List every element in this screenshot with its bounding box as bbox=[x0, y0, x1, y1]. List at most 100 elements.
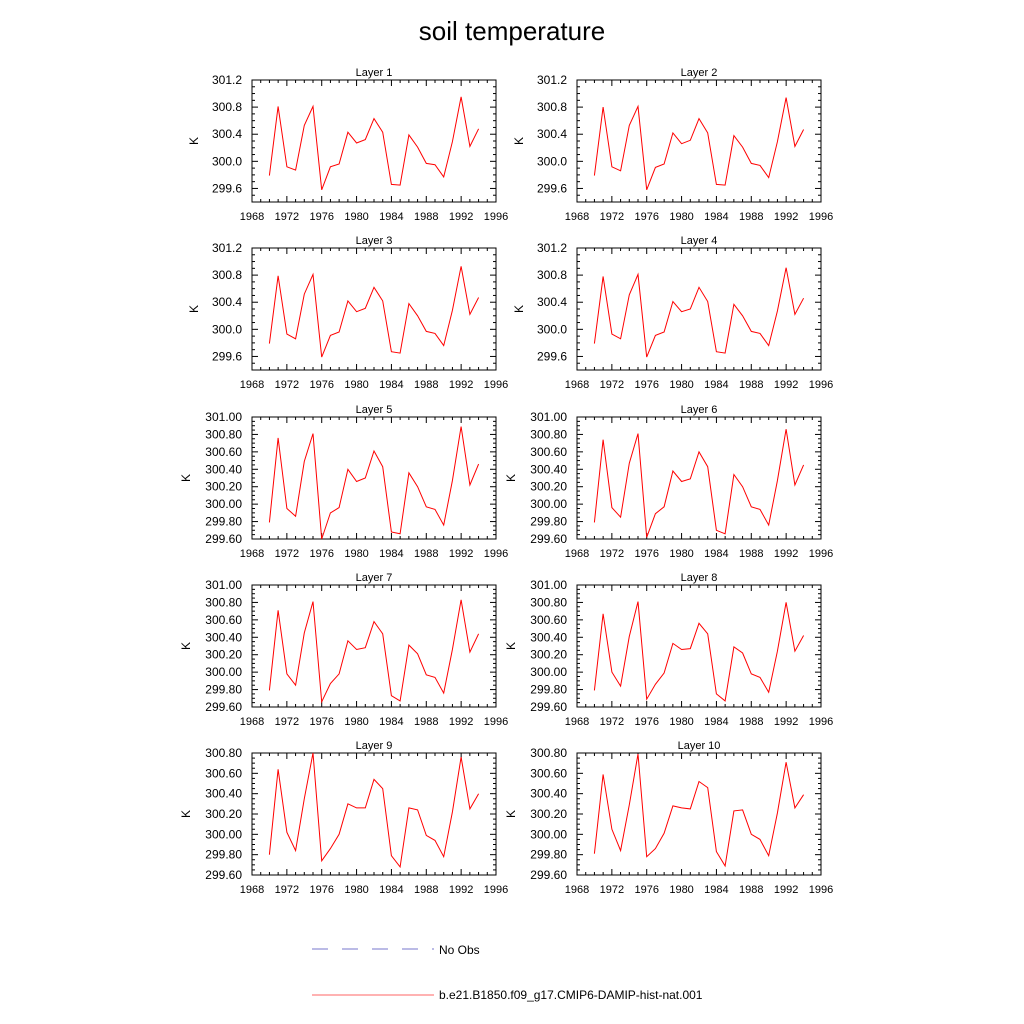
x-tick-label: 1972 bbox=[600, 548, 624, 560]
y-tick-label: 301.00 bbox=[205, 578, 242, 592]
y-tick-label: 299.6 bbox=[537, 349, 567, 363]
x-tick-label: 1968 bbox=[240, 211, 264, 223]
y-axis-label: K bbox=[512, 137, 526, 145]
y-tick-label: 300.0 bbox=[537, 322, 567, 336]
y-tick-label: 299.6 bbox=[537, 181, 567, 195]
y-tick-label: 300.40 bbox=[530, 462, 567, 476]
x-tick-label: 1992 bbox=[774, 379, 798, 391]
x-tick-label: 1984 bbox=[379, 379, 403, 391]
y-tick-label: 300.60 bbox=[530, 766, 567, 780]
y-axis-label: K bbox=[187, 305, 201, 313]
x-tick-label: 1968 bbox=[240, 548, 264, 560]
x-tick-label: 1980 bbox=[669, 211, 693, 223]
x-tick-label: 1984 bbox=[704, 379, 728, 391]
x-tick-label: 1976 bbox=[309, 379, 333, 391]
y-tick-label: 300.60 bbox=[530, 445, 567, 459]
y-tick-label: 300.8 bbox=[537, 268, 567, 282]
y-tick-label: 301.2 bbox=[537, 73, 567, 87]
x-tick-label: 1968 bbox=[240, 716, 264, 728]
y-tick-label: 300.80 bbox=[530, 746, 567, 760]
y-tick-label: 300.80 bbox=[530, 427, 567, 441]
series-line bbox=[268, 96, 480, 190]
y-tick-label: 300.20 bbox=[530, 480, 567, 494]
y-tick-label: 300.4 bbox=[212, 127, 242, 141]
y-tick-label: 300.00 bbox=[205, 497, 242, 511]
panel-layer-10: Layer 10 1968 1972 1976 1980 1984 1988 1992 1996… bbox=[504, 740, 833, 896]
y-tick-label: 300.60 bbox=[530, 613, 567, 627]
x-tick-label: 1980 bbox=[344, 211, 368, 223]
x-tick-label: 1996 bbox=[484, 211, 508, 223]
y-tick-label: 300.80 bbox=[205, 595, 242, 609]
panel-title: Layer 9 bbox=[356, 740, 393, 752]
x-tick-label: 1972 bbox=[275, 379, 299, 391]
x-tick-label: 1980 bbox=[669, 716, 693, 728]
panel-title: Layer 1 bbox=[356, 67, 393, 79]
y-tick-label: 300.80 bbox=[530, 595, 567, 609]
y-axis-label: K bbox=[179, 810, 193, 818]
y-axis-label: K bbox=[179, 642, 193, 650]
x-tick-label: 1992 bbox=[449, 716, 473, 728]
x-tick-label: 1992 bbox=[774, 211, 798, 223]
y-tick-label: 299.60 bbox=[530, 532, 567, 546]
y-tick-label: 300.40 bbox=[205, 787, 242, 801]
y-tick-label: 299.80 bbox=[205, 848, 242, 862]
series-line bbox=[593, 97, 805, 190]
panel-layer-5: Layer 5 1968 1972 1976 1980 1984 1988 1992 1996 2… bbox=[179, 404, 508, 560]
panel-title: Layer 7 bbox=[356, 572, 393, 584]
x-tick-label: 1992 bbox=[774, 548, 798, 560]
y-tick-label: 300.8 bbox=[212, 100, 242, 114]
y-tick-label: 300.40 bbox=[205, 630, 242, 644]
x-tick-label: 1976 bbox=[309, 548, 333, 560]
panel-layer-2: Layer 2 1968 1972 1976 1980 1984 1988 1992 1996 2… bbox=[512, 67, 833, 223]
y-tick-label: 299.80 bbox=[205, 515, 242, 529]
y-tick-label: 299.6 bbox=[212, 181, 242, 195]
x-tick-label: 1992 bbox=[449, 211, 473, 223]
series-line bbox=[593, 601, 805, 702]
x-tick-label: 1996 bbox=[809, 716, 833, 728]
x-tick-label: 1984 bbox=[379, 211, 403, 223]
x-tick-label: 1968 bbox=[565, 548, 589, 560]
x-tick-label: 1992 bbox=[774, 716, 798, 728]
panel-title: Layer 4 bbox=[681, 235, 718, 247]
plot-frame bbox=[251, 247, 497, 371]
x-tick-label: 1988 bbox=[739, 716, 763, 728]
legend-label-model-run: b.e21.B1850.f09_g17.CMIP6-DAMIP-hist-nat… bbox=[439, 988, 703, 1002]
y-tick-label: 300.20 bbox=[205, 480, 242, 494]
series-line bbox=[593, 267, 805, 358]
y-tick-label: 300.40 bbox=[530, 630, 567, 644]
x-tick-label: 1980 bbox=[669, 548, 693, 560]
y-axis-label: K bbox=[504, 474, 518, 482]
x-tick-label: 1996 bbox=[484, 884, 508, 896]
y-tick-label: 301.00 bbox=[530, 578, 567, 592]
plot-frame bbox=[251, 752, 497, 876]
y-axis-label: K bbox=[187, 137, 201, 145]
series-line bbox=[268, 266, 480, 358]
y-tick-label: 300.4 bbox=[537, 295, 567, 309]
x-tick-label: 1988 bbox=[739, 548, 763, 560]
x-tick-label: 1984 bbox=[704, 716, 728, 728]
x-tick-label: 1976 bbox=[309, 211, 333, 223]
y-tick-label: 301.2 bbox=[212, 73, 242, 87]
y-tick-label: 299.60 bbox=[530, 700, 567, 714]
x-tick-label: 1980 bbox=[669, 884, 693, 896]
y-tick-label: 300.8 bbox=[212, 268, 242, 282]
y-tick-label: 300.60 bbox=[205, 613, 242, 627]
x-tick-label: 1996 bbox=[484, 548, 508, 560]
y-tick-label: 301.00 bbox=[205, 410, 242, 424]
x-tick-label: 1984 bbox=[704, 884, 728, 896]
y-tick-label: 301.2 bbox=[537, 241, 567, 255]
y-tick-label: 299.60 bbox=[530, 868, 567, 882]
x-tick-label: 1968 bbox=[240, 884, 264, 896]
y-tick-label: 300.60 bbox=[205, 766, 242, 780]
x-tick-label: 1992 bbox=[449, 548, 473, 560]
y-axis-label: K bbox=[179, 474, 193, 482]
x-tick-label: 1992 bbox=[774, 884, 798, 896]
x-tick-label: 1976 bbox=[309, 716, 333, 728]
x-tick-label: 1980 bbox=[344, 548, 368, 560]
panel-title: Layer 10 bbox=[678, 740, 721, 752]
plot-frame bbox=[576, 584, 822, 708]
x-tick-label: 1976 bbox=[634, 548, 658, 560]
x-tick-label: 1988 bbox=[414, 716, 438, 728]
y-tick-label: 299.80 bbox=[205, 683, 242, 697]
x-tick-label: 1976 bbox=[634, 379, 658, 391]
